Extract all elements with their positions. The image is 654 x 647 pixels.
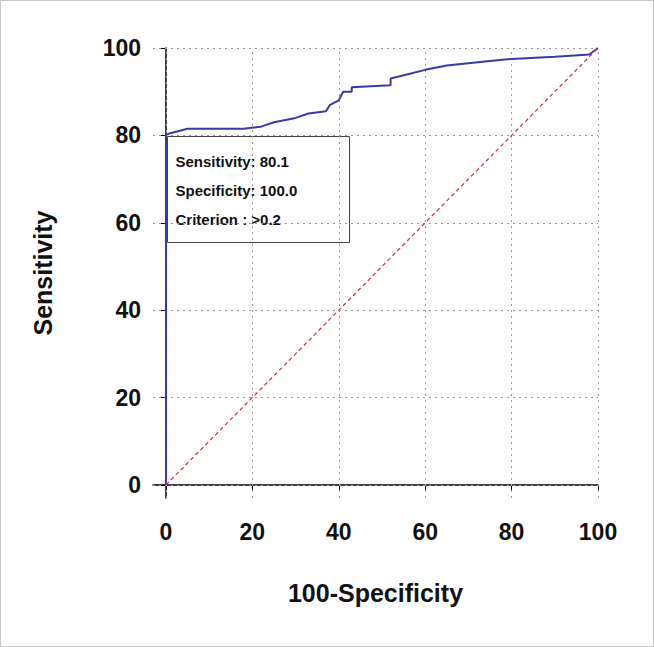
svg-text:40: 40: [115, 297, 141, 323]
svg-text:100: 100: [103, 35, 141, 61]
svg-text:Criterion : >0.2: Criterion : >0.2: [176, 211, 281, 228]
svg-text:60: 60: [115, 210, 141, 236]
svg-text:100-Specificity: 100-Specificity: [288, 579, 463, 607]
svg-text:0: 0: [160, 519, 173, 545]
svg-text:Specificity: 100.0: Specificity: 100.0: [176, 182, 298, 199]
svg-text:80: 80: [115, 122, 141, 148]
svg-text:20: 20: [115, 385, 141, 411]
svg-text:Sensitivity: 80.1: Sensitivity: 80.1: [176, 153, 289, 170]
svg-text:0: 0: [128, 472, 141, 498]
svg-text:60: 60: [412, 519, 438, 545]
svg-text:40: 40: [326, 519, 352, 545]
svg-text:80: 80: [499, 519, 525, 545]
svg-text:100: 100: [579, 519, 617, 545]
svg-text:20: 20: [240, 519, 266, 545]
svg-text:Sensitivity: Sensitivity: [29, 210, 57, 335]
